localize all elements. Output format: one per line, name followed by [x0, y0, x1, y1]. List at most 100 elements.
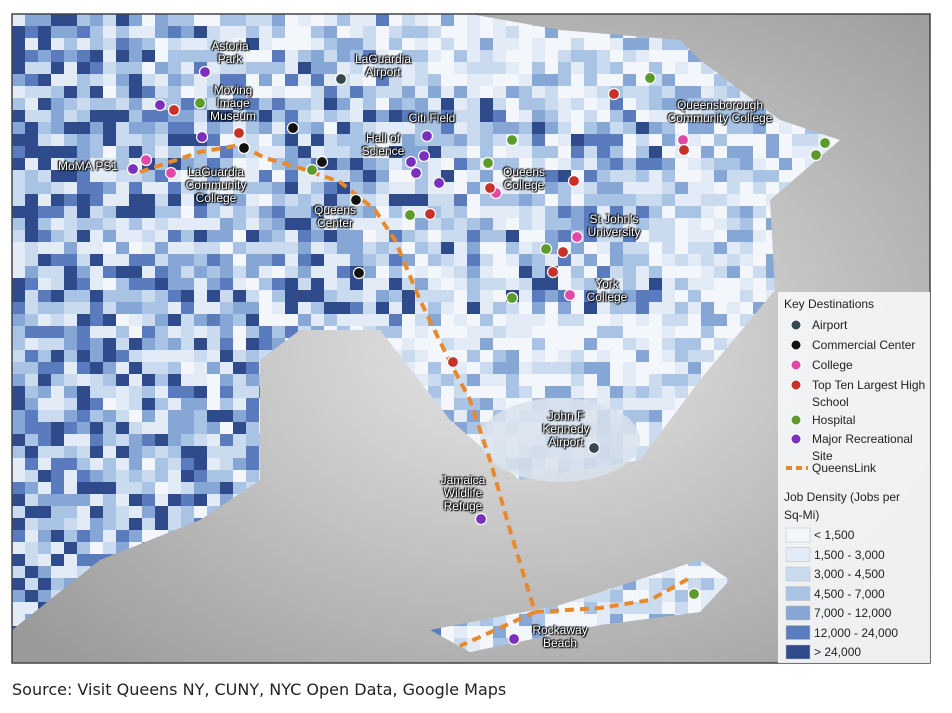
density-cell	[545, 182, 559, 195]
density-cell	[116, 506, 130, 519]
marker	[420, 129, 434, 143]
density-cell	[25, 26, 39, 39]
density-cell	[38, 26, 52, 39]
density-cell	[129, 218, 143, 231]
density-cell	[558, 146, 572, 159]
density-cell	[506, 38, 520, 51]
density-cell	[532, 134, 546, 147]
density-cell	[168, 374, 182, 387]
density-cell	[129, 194, 143, 207]
density-cell	[545, 254, 559, 267]
density-cell	[701, 98, 715, 111]
density-cell	[194, 110, 208, 123]
density-cell	[298, 50, 312, 63]
density-cell	[90, 422, 104, 435]
place-label: Astoria Park	[211, 39, 249, 66]
density-cell	[727, 254, 741, 267]
density-cell	[129, 110, 143, 123]
density-cell	[402, 662, 416, 675]
density-cell	[688, 266, 702, 279]
density-cell	[337, 194, 351, 207]
density-cell	[51, 518, 65, 531]
density-cell	[571, 146, 585, 159]
density-cell	[363, 206, 377, 219]
density-cell	[818, 662, 832, 675]
density-cell	[298, 62, 312, 75]
density-cell	[142, 50, 156, 63]
density-cell	[376, 170, 390, 183]
density-cell	[506, 74, 520, 87]
density-cell	[740, 158, 754, 171]
density-cell	[129, 206, 143, 219]
density-cell	[90, 338, 104, 351]
density-cell	[441, 194, 455, 207]
density-cell	[805, 134, 819, 147]
density-cell	[571, 242, 585, 255]
density-cell	[12, 242, 26, 255]
density-cell	[51, 14, 65, 27]
density-cell	[168, 122, 182, 135]
density-cell	[77, 290, 91, 303]
density-cell	[701, 302, 715, 315]
density-cell	[233, 182, 247, 195]
density-cell	[467, 254, 481, 267]
density-cell	[467, 86, 481, 99]
density-cell	[584, 278, 598, 291]
density-cell	[467, 38, 481, 51]
density-cell	[376, 266, 390, 279]
density-cell	[519, 182, 533, 195]
density-cell	[428, 50, 442, 63]
density-cell	[506, 86, 520, 99]
density-cell	[142, 14, 156, 27]
density-cell	[12, 218, 26, 231]
density-cell	[454, 38, 468, 51]
density-cell	[402, 350, 416, 363]
density-cell	[220, 362, 234, 375]
density-cell	[831, 134, 840, 147]
density-cell	[129, 398, 143, 411]
density-cell	[740, 218, 754, 231]
density-cell	[220, 374, 234, 387]
density-cell	[246, 170, 260, 183]
density-cell	[129, 350, 143, 363]
density-cell	[545, 86, 559, 99]
density-cell	[506, 242, 520, 255]
density-cell	[324, 242, 338, 255]
density-cell	[467, 242, 481, 255]
density-cell	[12, 38, 26, 51]
density-cell	[90, 230, 104, 243]
density-cell	[467, 350, 481, 363]
density-cell	[363, 230, 377, 243]
density-cell	[181, 338, 195, 351]
density-cell	[116, 206, 130, 219]
density-cell	[220, 326, 234, 339]
density-cell	[285, 170, 299, 183]
density-cell	[51, 326, 65, 339]
density-cell	[688, 290, 702, 303]
density-cell	[649, 314, 663, 327]
density-cell	[532, 218, 546, 231]
density-cell	[454, 302, 468, 315]
density-cell	[116, 398, 130, 411]
density-cell	[389, 194, 403, 207]
density-cell	[402, 14, 416, 27]
density-cell	[64, 170, 78, 183]
density-cell	[415, 110, 429, 123]
density-cell	[428, 230, 442, 243]
density-cell	[103, 206, 117, 219]
density-cell	[129, 326, 143, 339]
density-cell	[454, 206, 468, 219]
density-cell	[64, 422, 78, 435]
marker	[643, 71, 657, 85]
density-cell	[493, 398, 507, 411]
density-cell	[233, 422, 247, 435]
density-cell	[649, 362, 663, 375]
density-cell	[155, 74, 169, 87]
density-cell	[688, 362, 702, 375]
density-cell	[701, 314, 715, 327]
density-cell	[272, 74, 286, 87]
density-cell	[246, 314, 260, 327]
density-cell	[467, 170, 481, 183]
density-cell	[77, 350, 91, 363]
density-cell	[142, 194, 156, 207]
